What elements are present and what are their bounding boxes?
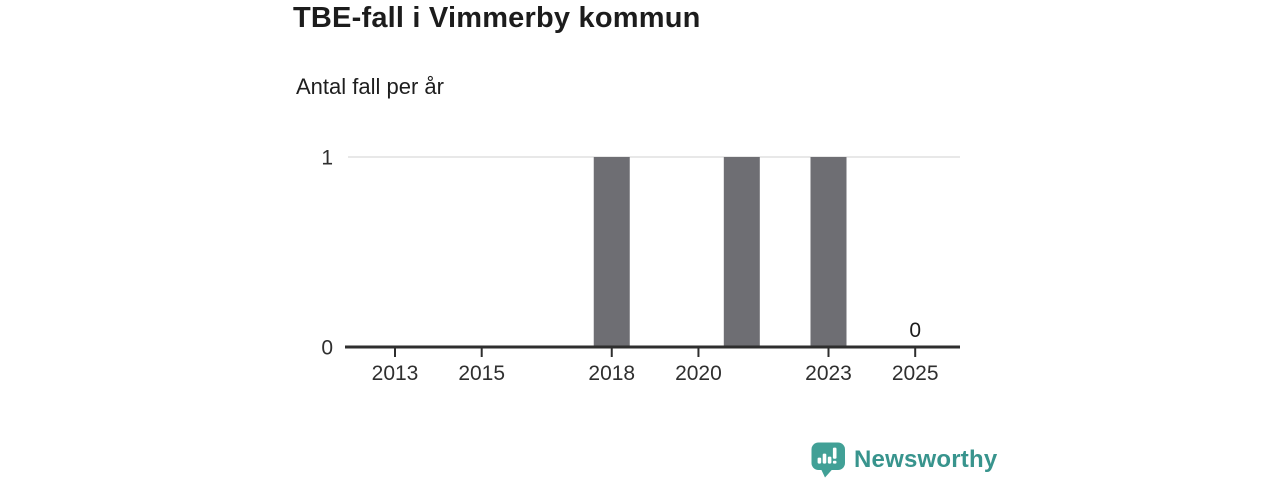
- x-tick-label-2025: 2025: [892, 362, 939, 385]
- point-label-2025: 0: [909, 319, 921, 342]
- bar-2023: [810, 157, 847, 347]
- x-tick-label-2015: 2015: [458, 362, 505, 385]
- chart-title: TBE-fall i Vimmerby kommun: [293, 2, 701, 34]
- bar-2021: [723, 157, 760, 347]
- x-tick-label-2023: 2023: [805, 362, 852, 385]
- newsworthy-wordmark: Newsworthy: [854, 446, 998, 473]
- bar-2018: [593, 157, 630, 347]
- y-tick-label-1: 1: [321, 147, 333, 170]
- x-tick-label-2013: 2013: [372, 362, 419, 385]
- newsworthy-logo-icon: [811, 442, 845, 478]
- y-tick-label-0: 0: [321, 337, 333, 360]
- newsworthy-brand: Newsworthy: [811, 442, 997, 478]
- x-tick-label-2018: 2018: [588, 362, 635, 385]
- chart-subtitle: Antal fall per år: [296, 74, 444, 99]
- x-tick-label-2020: 2020: [675, 362, 722, 385]
